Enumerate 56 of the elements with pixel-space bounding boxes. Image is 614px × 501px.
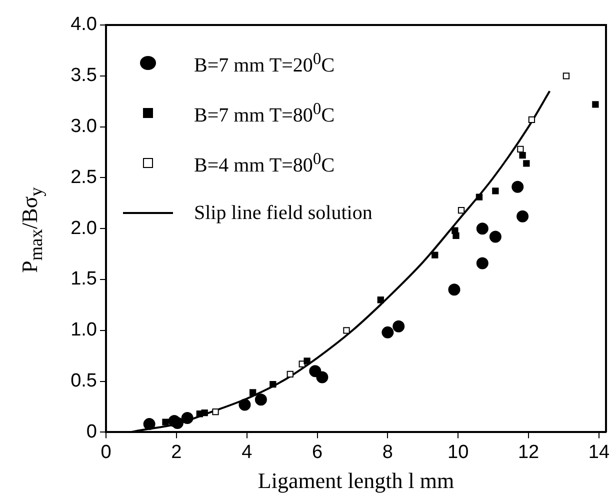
x-tick-label: 2 — [171, 442, 182, 463]
point — [212, 408, 219, 416]
point — [512, 180, 524, 193]
point — [304, 358, 310, 364]
y-tick-label: 0 — [86, 421, 97, 442]
point — [382, 326, 394, 338]
point — [270, 381, 276, 388]
point — [316, 371, 328, 384]
point — [238, 398, 251, 411]
point — [181, 412, 194, 424]
point — [452, 232, 460, 240]
x-tick-label: 8 — [382, 442, 393, 463]
x-tick-label: 12 — [518, 442, 540, 463]
point — [476, 222, 488, 235]
y-tick-label: 0.5 — [70, 370, 97, 392]
x-axis-title: Ligament length l mm — [256, 468, 456, 494]
y-tick-label: 1.0 — [70, 320, 97, 341]
x-tick-label: 4 — [242, 442, 253, 463]
point — [516, 210, 529, 222]
point — [476, 194, 483, 200]
point — [143, 418, 156, 430]
point — [519, 152, 526, 159]
legend-label: B=4 mm T=80$^{0}$C — [194, 148, 335, 178]
point — [523, 160, 530, 167]
y-tick-label: 2.5 — [70, 166, 97, 188]
point — [448, 284, 460, 296]
y-tick-label: 3.0 — [70, 116, 97, 138]
point — [517, 146, 524, 153]
point — [286, 370, 294, 378]
legend-label: B=7 mm T=80$^{0}$C — [194, 98, 335, 128]
point — [162, 418, 169, 426]
legend-label: Slip line field solution — [194, 202, 372, 224]
point — [201, 410, 208, 416]
x-tick-label: 0 — [100, 442, 112, 463]
point — [592, 101, 599, 108]
x-tick-label: 10 — [448, 442, 469, 463]
point — [458, 206, 465, 214]
point — [392, 320, 405, 332]
y-tick-label: 1.5 — [70, 268, 97, 290]
point — [489, 230, 502, 243]
point — [343, 327, 350, 334]
x-tick-label: 6 — [312, 442, 323, 463]
x-tick-label: 14 — [588, 442, 610, 463]
point — [254, 394, 267, 406]
point — [171, 417, 184, 430]
legend-label: B=7 mm T=20$^{0}$C — [194, 48, 335, 78]
y-tick-label: 2.0 — [70, 218, 97, 239]
point — [432, 252, 438, 258]
point — [492, 188, 499, 194]
point — [250, 389, 256, 396]
point — [377, 296, 384, 304]
point — [476, 257, 488, 270]
point — [528, 116, 536, 124]
y-tick-label: 4.0 — [70, 14, 97, 36]
point — [562, 72, 570, 80]
y-tick-label: 3.5 — [70, 65, 97, 86]
